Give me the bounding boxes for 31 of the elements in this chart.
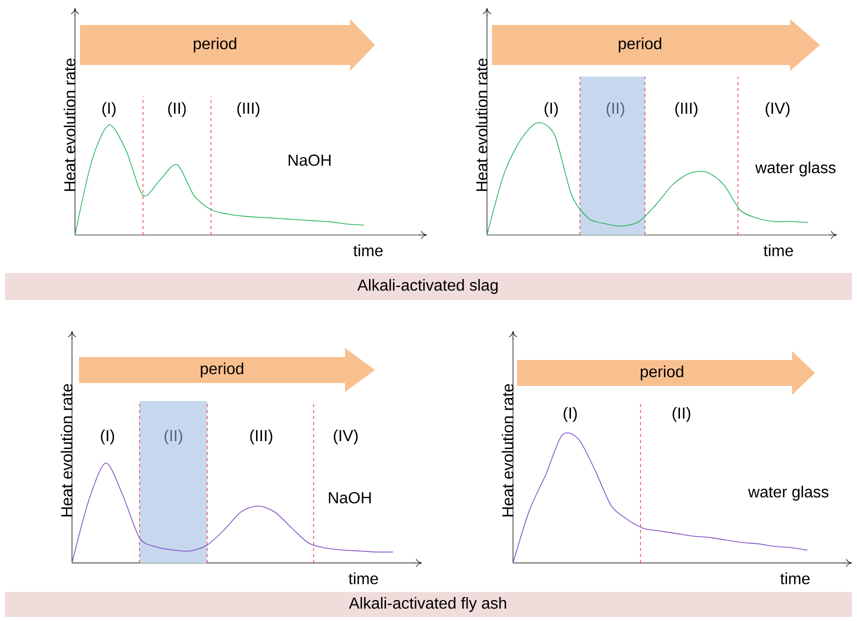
text: (II) xyxy=(168,102,186,118)
annotation: NaOH xyxy=(288,154,331,166)
x-axis-title: time xyxy=(353,244,383,256)
text: (II) xyxy=(164,430,182,444)
text: (II) xyxy=(606,102,624,118)
text: (II) xyxy=(672,407,690,422)
annotation: water glass xyxy=(748,486,828,501)
text: (I) xyxy=(102,102,116,118)
text: (I) xyxy=(544,102,558,118)
text: period xyxy=(618,38,662,52)
text: (III) xyxy=(250,430,272,444)
text: (I) xyxy=(100,430,114,444)
text: period xyxy=(640,366,684,380)
text: (IV) xyxy=(334,430,358,444)
x-axis-title: time xyxy=(348,572,378,584)
x-axis-title: time xyxy=(764,244,793,256)
text: period xyxy=(200,362,244,378)
y-axis-title: Heat evolution rate xyxy=(64,58,76,191)
text: (III) xyxy=(237,102,260,118)
text: (III) xyxy=(675,102,698,118)
text: (I) xyxy=(564,407,577,422)
y-axis-title: Heat evolution rate xyxy=(502,384,514,516)
text: period xyxy=(194,38,236,52)
y-axis-title: Heat evolution rate xyxy=(60,384,72,516)
x-axis-title: time xyxy=(780,572,810,584)
annotation: NaOH xyxy=(328,492,371,504)
text: Alkali-activated slag xyxy=(357,279,498,294)
text: Alkali-activated fly ash xyxy=(348,597,506,612)
annotation: water glass xyxy=(755,162,836,176)
y-axis-title: Heat evolution rate xyxy=(476,58,488,191)
text: (IV) xyxy=(766,102,790,118)
